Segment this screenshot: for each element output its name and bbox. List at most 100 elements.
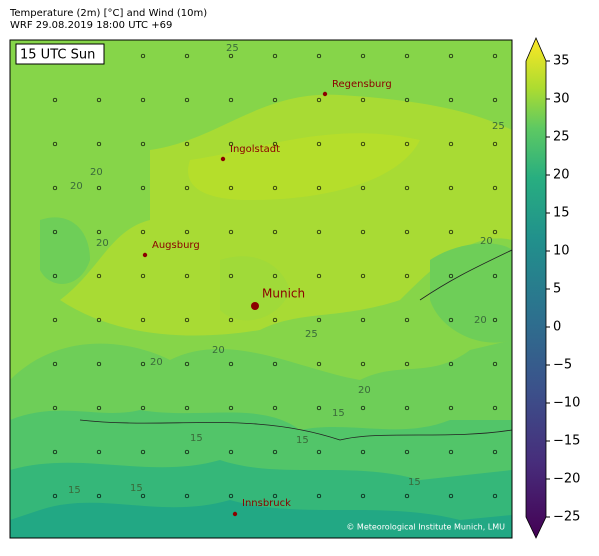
station (404, 229, 410, 235)
station (140, 97, 146, 103)
station (140, 361, 146, 367)
station (52, 185, 58, 191)
contour-label: 25 (226, 43, 239, 54)
station (184, 141, 190, 147)
station (492, 185, 498, 191)
contour-label: 15 (130, 483, 143, 494)
colorbar-tick-label: −10 (553, 396, 580, 411)
station (228, 317, 234, 323)
station (272, 273, 278, 279)
station (272, 229, 278, 235)
station (492, 97, 498, 103)
title: Temperature (2m) [°C] and Wind (10m) (9, 8, 207, 19)
contour-label: 15 (408, 477, 421, 488)
map-field (10, 40, 512, 538)
station (360, 273, 366, 279)
station (140, 53, 146, 59)
contour-label: 15 (296, 435, 309, 446)
colorbar-ticks: 35 30 25 20 15 10 5 0 −5 −10 −15 −20 −25 (546, 54, 580, 525)
subtitle: WRF 29.08.2019 18:00 UTC +69 (10, 20, 172, 31)
station (492, 405, 498, 411)
city-marker (220, 156, 226, 162)
station (52, 97, 58, 103)
wind-stations (52, 53, 498, 499)
station (184, 405, 190, 411)
station (140, 317, 146, 323)
contour-labels: 25 25 20 20 20 20 25 20 20 20 20 15 15 15 15 15 15 (68, 43, 505, 496)
city-marker (322, 91, 328, 97)
station (96, 361, 102, 367)
station (360, 53, 366, 59)
station (272, 141, 278, 147)
station (448, 493, 454, 499)
station (272, 185, 278, 191)
station (52, 229, 58, 235)
station (316, 185, 322, 191)
station (448, 361, 454, 367)
contour-label: 15 (332, 408, 345, 419)
city-marker (232, 511, 238, 517)
station (492, 141, 498, 147)
time-label: 15 UTC Sun (20, 48, 95, 63)
station (316, 317, 322, 323)
station (96, 317, 102, 323)
station (228, 361, 234, 367)
station (228, 185, 234, 191)
city-label: Ingolstadt (230, 144, 280, 155)
station (96, 185, 102, 191)
station (184, 449, 190, 455)
station (360, 141, 366, 147)
station (360, 97, 366, 103)
station (272, 405, 278, 411)
station (404, 185, 410, 191)
station (140, 229, 146, 235)
city-marker (251, 302, 259, 310)
station (140, 273, 146, 279)
station (448, 97, 454, 103)
station (228, 53, 234, 59)
colorbar-tick-label: 5 (553, 282, 561, 297)
station (96, 141, 102, 147)
city-label: Augsburg (152, 240, 200, 251)
station (52, 141, 58, 147)
colorbar-tick-label: −20 (553, 472, 580, 487)
station (96, 229, 102, 235)
station (272, 361, 278, 367)
station (184, 53, 190, 59)
colorbar-tick-label: 25 (553, 130, 570, 145)
colorbar-tick-label: −5 (553, 358, 572, 373)
station (272, 53, 278, 59)
station (272, 449, 278, 455)
colorbar-tick-label: 0 (553, 320, 561, 335)
colorbar-tick-label: 30 (553, 92, 570, 107)
contour-label: 20 (358, 385, 371, 396)
station (360, 405, 366, 411)
station (140, 449, 146, 455)
station (184, 273, 190, 279)
station (140, 405, 146, 411)
station (140, 141, 146, 147)
station (228, 229, 234, 235)
station (52, 405, 58, 411)
station (316, 229, 322, 235)
station (184, 185, 190, 191)
station (404, 53, 410, 59)
station (404, 361, 410, 367)
contour-label: 20 (480, 236, 493, 247)
station (404, 405, 410, 411)
station (184, 493, 190, 499)
station (272, 97, 278, 103)
station (492, 317, 498, 323)
station (272, 317, 278, 323)
station (448, 53, 454, 59)
station (492, 493, 498, 499)
station (52, 449, 58, 455)
station (96, 273, 102, 279)
contour-label: 25 (492, 121, 505, 132)
colorbar-tick-label: −15 (553, 434, 580, 449)
station (52, 273, 58, 279)
station (360, 185, 366, 191)
station (228, 97, 234, 103)
